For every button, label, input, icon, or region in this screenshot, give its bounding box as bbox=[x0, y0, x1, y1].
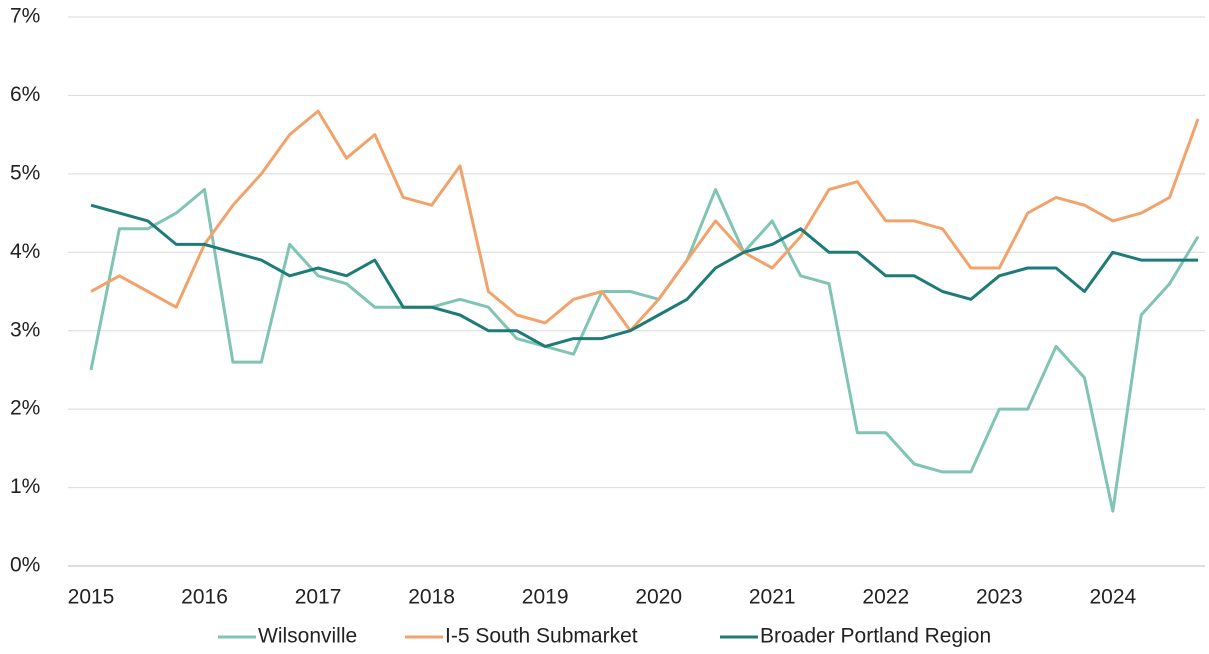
x-tick-label: 2016 bbox=[181, 586, 228, 609]
y-tick-label: 3% bbox=[10, 318, 40, 341]
series-line bbox=[90, 203, 1198, 348]
y-tick-label: 1% bbox=[10, 475, 40, 498]
x-tick-label: 2020 bbox=[635, 586, 682, 609]
x-tick-label: 2023 bbox=[976, 586, 1023, 609]
series-line bbox=[89, 188, 1200, 513]
legend-label: Broader Portland Region bbox=[760, 625, 991, 648]
y-tick-label: 0% bbox=[10, 554, 40, 577]
legend-label: I-5 South Submarket bbox=[445, 625, 638, 648]
x-tick-label: 2024 bbox=[1089, 586, 1136, 609]
series-line bbox=[90, 109, 1200, 333]
y-tick-label: 6% bbox=[10, 83, 40, 106]
x-tick-label: 2017 bbox=[295, 586, 342, 609]
y-tick-label: 4% bbox=[10, 240, 40, 263]
y-tick-label: 2% bbox=[10, 397, 40, 420]
x-tick-label: 2018 bbox=[408, 586, 455, 609]
x-tick-label: 2019 bbox=[522, 586, 569, 609]
x-tick-label: 2021 bbox=[749, 586, 796, 609]
x-tick-label: 2015 bbox=[68, 586, 115, 609]
x-tick-label: 2022 bbox=[862, 586, 909, 609]
legend-label: Wilsonville bbox=[258, 625, 357, 648]
y-tick-label: 5% bbox=[10, 161, 40, 184]
y-tick-label: 7% bbox=[10, 5, 40, 28]
